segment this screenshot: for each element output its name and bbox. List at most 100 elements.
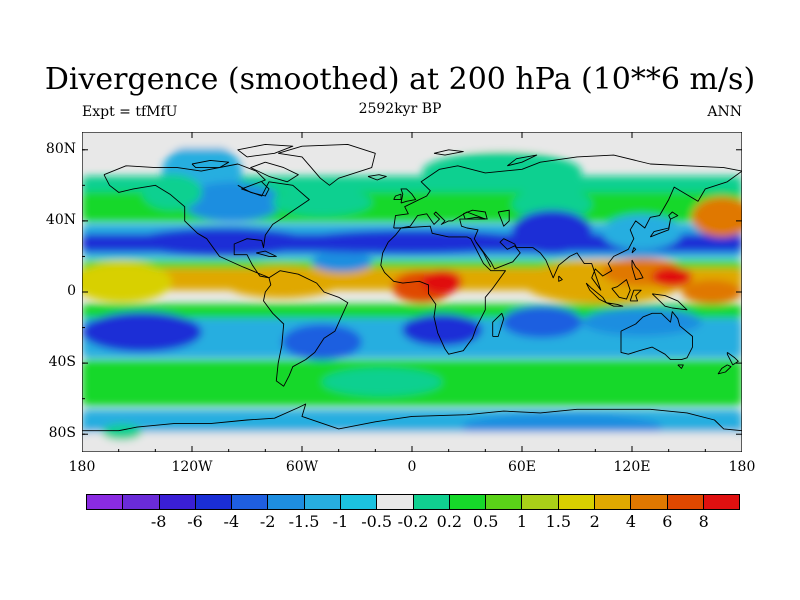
coastline [649,211,679,238]
x-tick-label: 120E [613,459,651,475]
divergence-map [82,132,742,452]
colorbar-label: -2 [259,512,276,531]
coastline [367,174,387,181]
field-blob [132,228,312,256]
coastline [717,364,732,375]
colorbar-label: 2 [589,512,600,531]
y-tick-label: 40N [45,211,76,228]
colorbar-swatch [123,495,160,509]
coastline [475,241,492,268]
coastline [677,364,684,369]
colorbar-swatch [413,495,450,509]
colorbar-swatch [377,495,414,509]
coastline [191,159,230,169]
coastline [651,293,688,311]
colorbar [86,494,740,510]
x-tick-label: 120W [171,459,213,475]
y-tick-label: 80N [45,140,76,157]
field-blob [102,424,142,440]
x-tick-label: 180 [68,459,96,475]
colorbar-swatch [594,495,632,509]
field-cap [82,432,742,452]
coastline [237,181,270,197]
colorbar-label: 0.2 [436,512,463,531]
field-cap [82,132,742,148]
coastline [256,250,277,257]
coastline [263,270,349,387]
field-blob [402,314,482,346]
plot-title: Divergence (smoothed) at 200 hPa (10**6 … [44,62,756,97]
experiment-label: Expt = tfMfU [82,104,178,120]
field-blob [652,267,692,287]
coastline [507,154,538,167]
coastline [237,143,294,158]
field-blob [272,188,372,216]
colorbar-label: 0.5 [472,512,499,531]
field-blob [512,210,592,254]
coastline [497,209,510,227]
field-blob [182,182,282,222]
field-blob [512,188,592,220]
colorbar-swatch [522,495,559,509]
coastline [631,247,637,254]
colorbar-swatch [195,495,233,509]
colorbar-label: 1 [516,512,528,531]
colorbar-swatch [667,495,704,509]
coastline [82,403,742,432]
colorbar-label: -1 [332,512,349,531]
field-blob [82,312,202,352]
colorbar-label: 8 [698,512,709,531]
field-blob [222,266,342,298]
colorbar-swatch [631,495,668,509]
y-tick-label: 40S [48,354,76,371]
time-label: 2592kyr BP [358,101,442,117]
coastline [620,311,693,361]
field-blob [82,262,172,302]
coastline [103,163,310,279]
coastline [726,352,739,366]
coastline [629,289,642,302]
colorbar-label: -1.5 [288,512,320,531]
coastline [558,275,563,282]
x-tick-label: 180 [728,459,756,475]
coastline [606,302,624,307]
field-blob [422,152,582,192]
colorbar-swatch [304,495,341,509]
y-tick-label: 80S [48,425,76,442]
coastline [462,209,488,220]
colorbar-swatch [449,495,487,509]
colorbar-label: 1.5 [545,512,572,531]
coastline [380,225,506,355]
x-tick-label: 60E [507,459,537,475]
colorbar-label: 4 [625,512,637,531]
field-blob [582,308,702,336]
coastline [400,188,417,204]
colorbar-label: -6 [187,512,203,531]
colorbar-swatch [340,495,378,509]
field-blob [322,368,442,396]
colorbar-swatch [159,495,196,509]
colorbar-label: -4 [223,512,240,531]
field-blob [602,214,682,250]
colorbar-swatch [703,495,740,509]
x-tick-label: 60W [285,459,319,475]
coastline [278,143,376,186]
season-label: ANN [707,104,742,120]
colorbar-swatch [268,495,305,509]
field-blob [292,230,532,254]
field-blob [312,252,372,272]
y-tick-label: 0 [67,283,76,299]
field-blob [692,197,742,237]
colorbar-label: -0.2 [397,512,429,531]
field-blob [682,280,742,304]
colorbar-swatch [232,495,269,509]
field-blob [422,270,462,294]
colorbar-swatch [486,495,523,509]
field-blob [142,174,202,210]
colorbar-label: -0.5 [361,512,393,531]
coastline [492,312,505,337]
field-blob [502,306,582,338]
coastline [433,149,464,156]
x-tick-label: 0 [407,459,417,475]
coastline [611,279,631,300]
